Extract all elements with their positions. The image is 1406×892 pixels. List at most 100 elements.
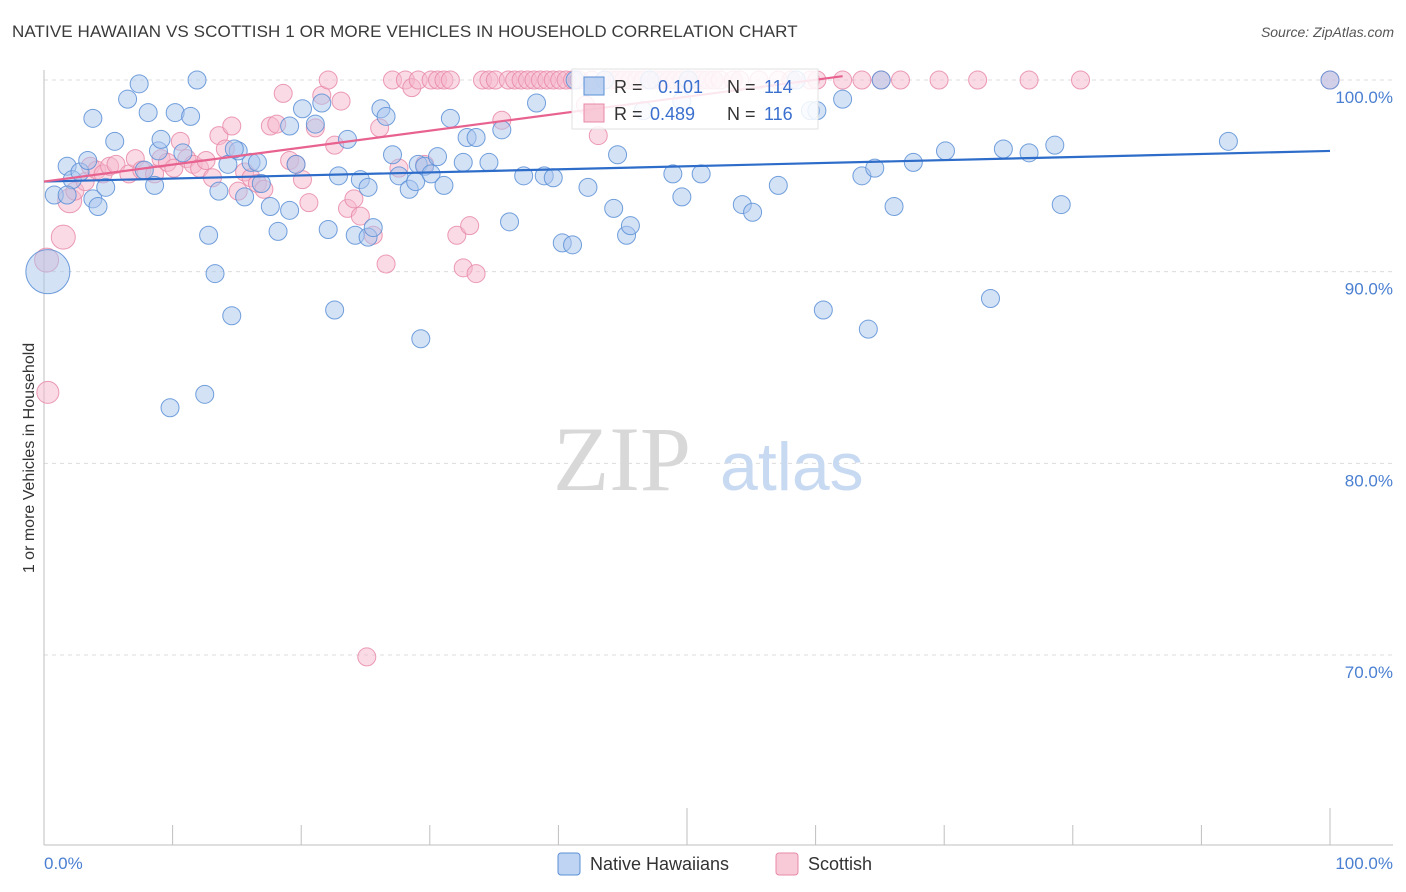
data-point-scottish: [106, 154, 126, 174]
data-point-native-hawaiians: [25, 249, 71, 295]
data-point-native-hawaiians: [88, 197, 108, 216]
data-point-native-hawaiians: [57, 185, 77, 205]
legend-swatch-scottish: [775, 852, 799, 876]
data-point-native-hawaiians: [813, 300, 833, 320]
stats-swatch-scottish: [583, 103, 605, 123]
data-point-native-hawaiians: [105, 131, 125, 151]
data-point-native-hawaiians: [500, 212, 520, 232]
data-point-native-hawaiians: [363, 218, 383, 238]
data-point-scottish: [331, 91, 351, 111]
data-point-scottish: [357, 647, 377, 667]
data-point-native-hawaiians: [222, 306, 242, 326]
data-point-native-hawaiians: [145, 175, 165, 195]
data-point-native-hawaiians: [434, 175, 454, 195]
data-point-native-hawaiians: [205, 264, 225, 284]
data-point-native-hawaiians: [453, 152, 473, 172]
stats-n-value-scottish: 116: [764, 104, 793, 124]
data-point-native-hawaiians: [181, 106, 201, 126]
y-tick-label-90: 90.0%: [1345, 280, 1393, 299]
data-point-native-hawaiians: [608, 145, 628, 165]
data-point-scottish: [344, 189, 364, 209]
data-point-native-hawaiians: [129, 74, 149, 94]
data-point-native-hawaiians: [663, 164, 683, 184]
data-point-scottish: [447, 225, 467, 245]
y-tick-label-70: 70.0%: [1345, 663, 1393, 682]
data-point-scottish: [466, 264, 486, 284]
data-point-native-hawaiians: [1051, 195, 1071, 215]
data-point-scottish: [376, 254, 396, 274]
data-point-native-hawaiians: [578, 177, 598, 197]
data-point-native-hawaiians: [563, 235, 583, 255]
x-axis-ticks: [172, 808, 1331, 845]
data-point-native-hawaiians: [235, 187, 255, 207]
stats-n-value-native: 114: [764, 77, 793, 97]
data-point-native-hawaiians: [328, 166, 348, 186]
data-point-native-hawaiians: [1045, 135, 1065, 155]
data-point-native-hawaiians: [118, 89, 138, 109]
data-point-native-hawaiians: [440, 108, 460, 128]
data-point-native-hawaiians: [865, 158, 885, 178]
y-tick-label-80: 80.0%: [1345, 471, 1393, 490]
data-point-scottish: [1019, 70, 1039, 90]
data-point-native-hawaiians: [479, 152, 499, 172]
legend-swatch-native: [557, 852, 581, 876]
data-point-native-hawaiians: [337, 129, 357, 149]
data-point-scottish: [929, 70, 949, 90]
stats-n-label-native: N =: [727, 77, 756, 97]
data-point-native-hawaiians: [83, 108, 103, 128]
data-point-native-hawaiians: [980, 289, 1000, 308]
data-point-scottish: [460, 216, 480, 236]
data-point-native-hawaiians: [173, 143, 193, 163]
legend-label-scottish: Scottish: [808, 854, 872, 874]
data-point-native-hawaiians: [421, 164, 441, 184]
watermark: ZIP atlas: [553, 408, 864, 510]
data-point-native-hawaiians: [325, 300, 345, 320]
watermark-atlas: atlas: [720, 429, 864, 505]
data-point-native-hawaiians: [833, 89, 853, 109]
stats-r-value-scottish: 0.489: [650, 104, 695, 124]
stats-box: R = 0.101 N = 114 R = 0.489 N = 116: [571, 68, 819, 130]
y-axis-tick-labels: 100.0% 90.0% 80.0% 70.0%: [1335, 88, 1393, 682]
data-point-native-hawaiians: [195, 384, 215, 404]
x-tick-label-100: 100.0%: [1335, 854, 1393, 873]
data-point-native-hawaiians: [1320, 70, 1340, 90]
data-point-native-hawaiians: [604, 198, 624, 218]
data-point-native-hawaiians: [160, 398, 180, 418]
data-point-native-hawaiians: [743, 202, 763, 222]
data-point-native-hawaiians: [691, 164, 711, 184]
data-point-native-hawaiians: [884, 197, 904, 216]
data-point-scottish: [440, 70, 460, 90]
data-point-native-hawaiians: [389, 166, 409, 186]
data-point-scottish: [833, 70, 853, 90]
data-point-native-hawaiians: [280, 200, 300, 220]
data-point-native-hawaiians: [903, 152, 923, 172]
data-point-native-hawaiians: [312, 93, 332, 113]
axes: [43, 70, 1393, 846]
data-point-native-hawaiians: [543, 168, 563, 188]
data-point-native-hawaiians: [411, 329, 431, 349]
data-point-native-hawaiians: [383, 145, 403, 165]
y-axis-title: 1 or more Vehicles in Household: [21, 343, 38, 573]
data-point-scottish: [1071, 70, 1091, 90]
data-point-native-hawaiians: [187, 70, 207, 90]
data-point-native-hawaiians: [466, 128, 486, 147]
stats-swatch-native: [583, 76, 605, 96]
stats-r-value-native: 0.101: [658, 77, 703, 97]
data-point-native-hawaiians: [358, 177, 378, 197]
data-point-native-hawaiians: [492, 120, 512, 140]
data-point-native-hawaiians: [305, 114, 325, 134]
data-point-scottish: [273, 83, 293, 103]
y-tick-label-100: 100.0%: [1335, 88, 1393, 107]
data-point-native-hawaiians: [224, 139, 244, 159]
x-tick-label-0: 0.0%: [44, 854, 83, 873]
data-point-native-hawaiians: [871, 70, 891, 90]
stats-r-label-native: R =: [614, 77, 643, 97]
data-point-scottish: [36, 380, 60, 404]
data-point-native-hawaiians: [251, 174, 271, 193]
data-point-native-hawaiians: [138, 103, 158, 123]
data-point-native-hawaiians: [78, 151, 98, 170]
watermark-zip: ZIP: [553, 408, 691, 510]
data-point-scottish: [968, 70, 988, 90]
data-point-native-hawaiians: [199, 225, 219, 245]
